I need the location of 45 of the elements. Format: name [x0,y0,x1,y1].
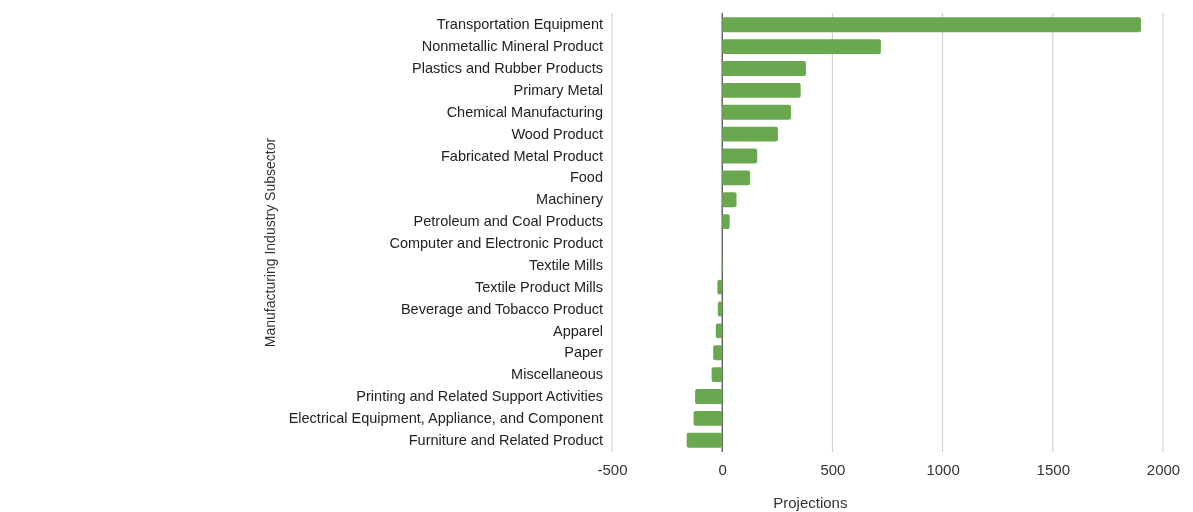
x-tick-label: 0 [718,460,727,478]
bar [722,148,758,164]
bar [695,389,723,404]
bar [722,17,1141,33]
y-tick-label: Electrical Equipment, Appliance, and Component [288,409,603,426]
bar [693,410,723,426]
bar [722,39,881,55]
x-tick-label: -500 [597,460,628,478]
y-tick-label: Paper [564,344,604,361]
bar [715,323,723,339]
bar [713,345,723,361]
bar [711,367,723,383]
y-tick-label: Textile Mills [528,256,603,273]
bar [722,61,806,76]
y-tick-label: Chemical Manufacturing [446,103,603,120]
y-tick-label: Beverage and Tobacco Product [400,300,603,317]
x-tick-label: 2000 [1146,460,1181,478]
bar [722,192,737,208]
y-tick-label: Primary Metal [513,82,603,99]
x-tick-label: 1500 [1036,460,1070,478]
bar [722,214,730,229]
bar [722,82,801,98]
y-tick-label: Textile Product Mills [474,278,603,295]
x-tick-label: 500 [820,460,846,478]
y-tick-label: Machinery [536,191,604,208]
y-tick-label: Fabricated Metal Product [441,147,603,164]
y-tick-label: Miscellaneous [511,366,603,383]
x-axis-title: Projections [773,494,848,511]
bar [717,279,723,295]
y-tick-label: Food [569,169,603,186]
bar [722,104,791,120]
x-tick-label: 1000 [926,460,960,478]
y-tick-label: Furniture and Related Product [408,431,603,448]
y-tick-label: Transportation Equipment [436,16,603,33]
bar [722,126,778,142]
y-tick-label: Petroleum and Coal Products [413,213,603,230]
y-tick-label: Apparel [553,322,603,339]
y-tick-label: Plastics and Rubber Products [411,60,603,77]
y-tick-label: Nonmetallic Mineral Product [421,38,603,55]
y-tick-label: Printing and Related Support Activities [356,388,603,405]
y-tick-label: Wood Product [511,125,603,142]
y-axis-title: Manufacturing Industry Subsector [261,137,278,348]
y-tick-label: Computer and Electronic Product [389,235,603,252]
bar [722,170,751,186]
bar [686,432,723,448]
